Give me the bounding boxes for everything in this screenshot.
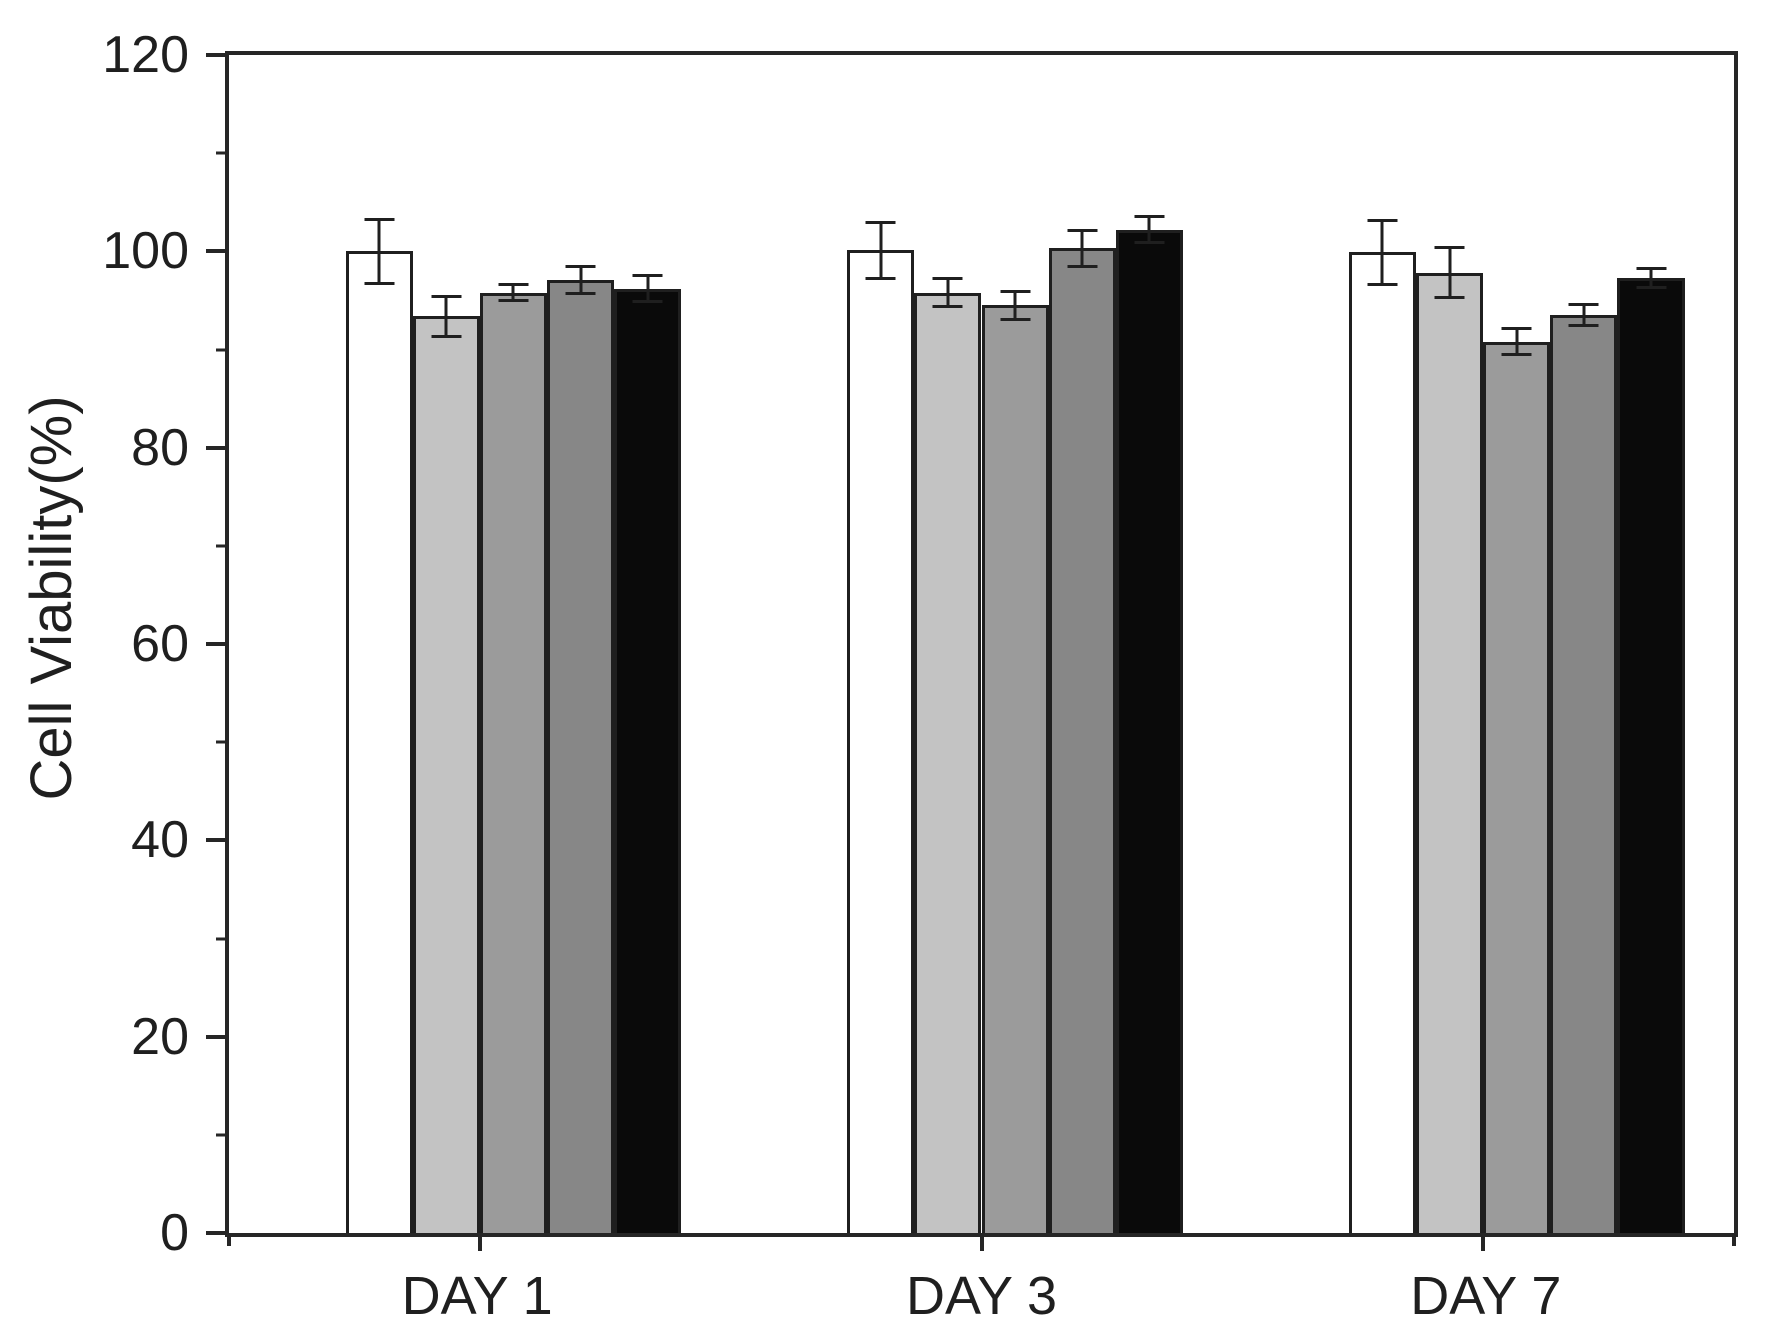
y-minor-tick: [216, 937, 229, 940]
y-tick-label: 80: [131, 418, 189, 477]
bar-white-day-1: [345, 251, 413, 1233]
error-bar-gray-day-3: [1000, 289, 1031, 322]
y-tick-label: 0: [160, 1204, 189, 1262]
y-axis-title: Cell Viability(%): [19, 395, 84, 801]
bar-dark-gray-day-1: [546, 279, 615, 1233]
error-bar-light-gray-day-3: [932, 276, 963, 309]
error-bar-light-gray-day-7: [1434, 246, 1465, 300]
error-bar-top-cap: [431, 294, 462, 298]
y-major-tick: [206, 249, 229, 254]
bar-black-day-3: [1115, 229, 1183, 1233]
x-major-tick: [1481, 1233, 1486, 1251]
y-minor-tick: [216, 348, 229, 351]
bar-black-day-7: [1617, 277, 1685, 1233]
error-bar-black-day-3: [1134, 215, 1165, 245]
error-bar-light-gray-day-1: [431, 294, 462, 338]
error-bar-top-cap: [565, 265, 596, 269]
error-bar-white-day-1: [364, 217, 395, 285]
bar-black-day-1: [614, 288, 682, 1233]
plot-area: 0 20 40 60 80 100 120: [102, 29, 1738, 1259]
y-minor-tick: [216, 544, 229, 548]
error-bar-bottom-cap: [1434, 296, 1465, 300]
x-axis-label-day-1: DAY 1: [401, 1266, 553, 1326]
error-bar-bottom-cap: [1000, 318, 1031, 322]
error-bar-bottom-cap: [364, 281, 395, 285]
bar-dark-gray-day-7: [1550, 315, 1618, 1233]
error-bar-bottom-cap: [1367, 282, 1398, 286]
error-bar-black-day-7: [1636, 267, 1666, 289]
error-bar-top-cap: [1367, 218, 1398, 222]
y-tick-label: 20: [131, 1007, 189, 1066]
x-axis-label-day-7: DAY 7: [1410, 1266, 1562, 1326]
bar-gray-day-1: [479, 292, 547, 1233]
error-bar-top-cap: [632, 273, 663, 277]
error-bar-gray-day-1: [498, 282, 529, 303]
bar-gray-day-7: [1483, 341, 1551, 1233]
error-bar-bottom-cap: [565, 291, 596, 295]
y-major-tick: [206, 642, 229, 646]
y-tick-label: 60: [131, 615, 189, 673]
error-bar-dark-gray-day-3: [1067, 228, 1098, 269]
error-bar-bottom-cap: [1636, 285, 1666, 289]
error-bar-bottom-cap: [632, 300, 663, 304]
error-bar-white-day-3: [865, 220, 896, 280]
error-bar-top-cap: [1636, 267, 1666, 271]
x-major-tick: [477, 1233, 482, 1251]
x-axis-right-end-tick: [1732, 1233, 1736, 1246]
error-bar-dark-gray-day-7: [1568, 303, 1599, 327]
y-major-tick: [206, 1034, 229, 1039]
y-major-tick: [206, 53, 229, 57]
bar-gray-day-3: [981, 305, 1049, 1233]
error-bar-top-cap: [1067, 228, 1098, 232]
error-bar-top-cap: [1568, 303, 1599, 307]
x-axis-left-end-tick: [227, 1233, 231, 1246]
error-bar-bottom-cap: [1568, 323, 1599, 327]
bar-dark-gray-day-3: [1048, 248, 1116, 1233]
y-major-tick: [206, 1231, 229, 1235]
y-minor-tick: [216, 151, 229, 155]
y-tick-label: 120: [102, 26, 189, 84]
error-bar-bottom-cap: [1501, 353, 1532, 357]
error-bar-top-cap: [865, 220, 896, 224]
error-bar-top-cap: [1134, 215, 1165, 218]
y-minor-tick: [216, 740, 229, 744]
bar-light-gray-day-1: [412, 316, 480, 1233]
error-bar-bottom-cap: [865, 276, 896, 280]
error-bar-black-day-1: [632, 273, 663, 304]
bar-white-day-3: [847, 250, 915, 1233]
y-tick-label: 100: [102, 222, 189, 281]
error-bar-top-cap: [1434, 246, 1465, 250]
error-bar-dark-gray-day-1: [565, 265, 596, 295]
bar-light-gray-day-7: [1416, 272, 1484, 1233]
error-bar-bottom-cap: [932, 305, 963, 309]
bar-light-gray-day-3: [914, 292, 982, 1233]
error-bar-top-cap: [932, 276, 963, 280]
error-bar-bottom-cap: [431, 334, 462, 338]
error-bar-bottom-cap: [1134, 241, 1165, 245]
error-bar-bottom-cap: [1067, 265, 1098, 269]
error-bar-gray-day-7: [1501, 326, 1532, 357]
x-major-tick: [979, 1233, 984, 1251]
x-axis-label-day-3: DAY 3: [905, 1266, 1058, 1326]
error-bar-white-day-7: [1367, 218, 1398, 286]
y-minor-tick: [216, 1133, 229, 1137]
y-major-tick: [206, 838, 229, 843]
y-major-tick: [206, 445, 229, 450]
y-tick-label: 40: [131, 811, 189, 870]
error-bar-bottom-cap: [498, 299, 529, 303]
error-bar-top-cap: [1501, 326, 1532, 330]
error-bar-top-cap: [498, 282, 529, 286]
bar-white-day-7: [1348, 252, 1416, 1233]
error-bar-top-cap: [1000, 289, 1031, 293]
error-bar-top-cap: [364, 217, 395, 221]
